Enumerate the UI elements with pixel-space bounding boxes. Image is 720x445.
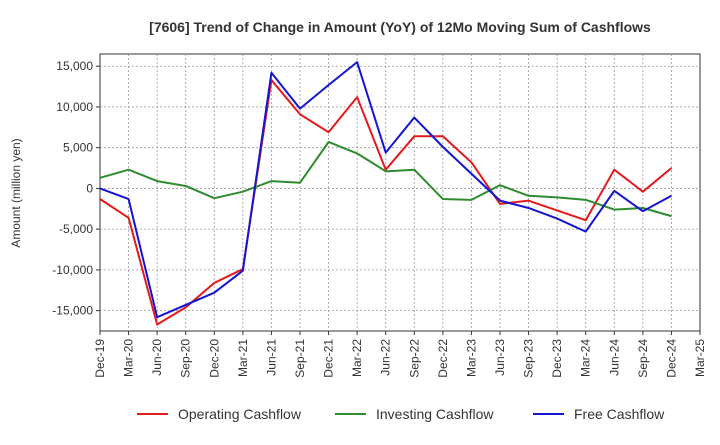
series-line-operating-cashflow bbox=[99, 79, 673, 326]
x-tick-label: Dec-22 bbox=[436, 339, 450, 378]
x-tick-label: Mar-23 bbox=[464, 339, 478, 377]
x-tick-label: Mar-24 bbox=[579, 339, 593, 377]
y-tick-label: 0 bbox=[86, 181, 93, 195]
plot-area bbox=[99, 53, 701, 332]
chart-title: [7606] Trend of Change in Amount (YoY) o… bbox=[149, 19, 651, 35]
y-tick-label: -10,000 bbox=[52, 263, 93, 277]
x-tick-label: Sep-22 bbox=[407, 339, 421, 378]
x-tick-label: Dec-23 bbox=[550, 339, 564, 378]
grid-lines bbox=[100, 54, 700, 331]
x-tick-label: Jun-24 bbox=[607, 339, 621, 376]
y-tick-label: -5,000 bbox=[59, 222, 93, 236]
y-axis-ticks: 15,000 10,000 5,000 0 -5,000 -10,000 -15,000 bbox=[52, 59, 100, 318]
x-tick-label: Dec-19 bbox=[93, 339, 107, 378]
series-line-investing-cashflow bbox=[99, 140, 672, 218]
y-tick-label: 10,000 bbox=[56, 100, 93, 114]
y-tick-label: 5,000 bbox=[63, 141, 93, 155]
x-tick-label: Sep-24 bbox=[636, 339, 650, 378]
legend-label-free-cashflow: Free Cashflow bbox=[574, 406, 665, 422]
x-tick-label: Dec-20 bbox=[207, 339, 221, 378]
x-tick-label: Mar-21 bbox=[236, 339, 250, 377]
x-tick-label: Jun-21 bbox=[264, 339, 278, 376]
x-tick-label: Sep-23 bbox=[522, 339, 536, 378]
series-lines bbox=[99, 61, 673, 326]
y-axis-label: Amount (million yen) bbox=[9, 138, 23, 247]
x-tick-label: Sep-20 bbox=[179, 339, 193, 378]
x-tick-label: Jun-22 bbox=[379, 339, 393, 376]
x-tick-label: Dec-21 bbox=[322, 339, 336, 378]
y-tick-label: 15,000 bbox=[56, 59, 93, 73]
x-tick-label: Jun-23 bbox=[493, 339, 507, 376]
legend-label-investing-cashflow: Investing Cashflow bbox=[376, 406, 494, 422]
y-tick-label: -15,000 bbox=[52, 304, 93, 318]
x-tick-label: Mar-22 bbox=[350, 339, 364, 377]
legend-label-operating-cashflow: Operating Cashflow bbox=[178, 406, 302, 422]
series-line-free-cashflow bbox=[99, 61, 672, 319]
x-tick-label: Sep-21 bbox=[293, 339, 307, 378]
legend: Operating Cashflow Investing Cashflow Free… bbox=[137, 406, 665, 422]
x-tick-label: Mar-25 bbox=[693, 339, 707, 377]
x-tick-label: Mar-20 bbox=[122, 339, 136, 377]
x-tick-label: Jun-20 bbox=[150, 339, 164, 376]
x-tick-label: Dec-24 bbox=[664, 339, 678, 378]
x-axis-ticks: Dec-19 Mar-20 Jun-20 Sep-20 Dec-20 Mar-21 Jun-… bbox=[93, 331, 707, 378]
